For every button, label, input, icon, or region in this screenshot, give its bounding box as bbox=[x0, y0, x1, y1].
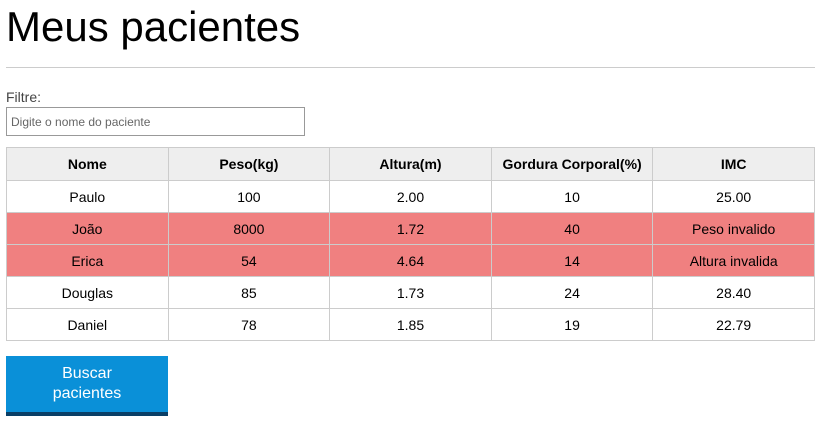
table-row[interactable]: João 8000 1.72 40 Peso invalido bbox=[6, 212, 815, 245]
cell-gordura: 14 bbox=[490, 244, 654, 277]
cell-imc: 28.40 bbox=[652, 276, 815, 309]
divider bbox=[6, 67, 815, 68]
header-peso: Peso(kg) bbox=[167, 147, 331, 181]
cell-altura: 2.00 bbox=[329, 180, 492, 213]
cell-altura: 1.73 bbox=[329, 276, 492, 309]
header-altura: Altura(m) bbox=[329, 147, 492, 181]
filter-input[interactable] bbox=[6, 107, 305, 136]
table-header-row: Nome Peso(kg) Altura(m) Gordura Corporal… bbox=[6, 147, 815, 181]
cell-altura: 4.64 bbox=[329, 244, 492, 277]
cell-nome: Daniel bbox=[6, 308, 169, 341]
cell-gordura: 19 bbox=[490, 308, 654, 341]
header-imc: IMC bbox=[652, 147, 815, 181]
cell-imc: Altura invalida bbox=[652, 244, 815, 277]
header-nome: Nome bbox=[6, 147, 169, 181]
cell-altura: 1.72 bbox=[329, 212, 492, 245]
cell-peso: 54 bbox=[167, 244, 331, 277]
cell-nome: Douglas bbox=[6, 276, 169, 309]
cell-gordura: 10 bbox=[490, 180, 654, 213]
cell-peso: 100 bbox=[167, 180, 331, 213]
cell-imc: Peso invalido bbox=[652, 212, 815, 245]
filter-label: Filtre: bbox=[6, 89, 41, 105]
cell-nome: Erica bbox=[6, 244, 169, 277]
table-row[interactable]: Daniel 78 1.85 19 22.79 bbox=[6, 308, 815, 341]
cell-imc: 22.79 bbox=[652, 308, 815, 341]
search-patients-button[interactable]: Buscar pacientes bbox=[6, 356, 168, 416]
page-title: Meus pacientes bbox=[6, 3, 301, 50]
cell-gordura: 24 bbox=[490, 276, 654, 309]
cell-peso: 8000 bbox=[167, 212, 331, 245]
cell-gordura: 40 bbox=[490, 212, 654, 245]
patients-table: Nome Peso(kg) Altura(m) Gordura Corporal… bbox=[6, 147, 815, 341]
header-gordura: Gordura Corporal(%) bbox=[490, 147, 654, 181]
cell-peso: 78 bbox=[167, 308, 331, 341]
cell-nome: Paulo bbox=[6, 180, 169, 213]
cell-imc: 25.00 bbox=[652, 180, 815, 213]
table-row[interactable]: Erica 54 4.64 14 Altura invalida bbox=[6, 244, 815, 277]
table-row[interactable]: Douglas 85 1.73 24 28.40 bbox=[6, 276, 815, 309]
cell-altura: 1.85 bbox=[329, 308, 492, 341]
cell-peso: 85 bbox=[167, 276, 331, 309]
cell-nome: João bbox=[6, 212, 169, 245]
table-row[interactable]: Paulo 100 2.00 10 25.00 bbox=[6, 180, 815, 213]
